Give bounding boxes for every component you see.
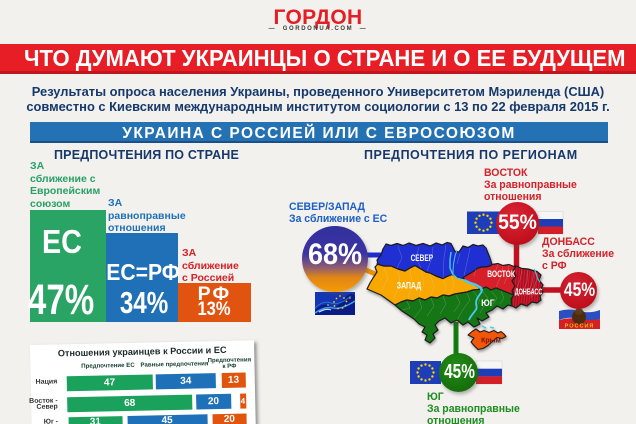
svg-text:ЗАПАД: ЗАПАД <box>397 279 421 290</box>
svg-text:ЮГ: ЮГ <box>481 298 494 308</box>
svg-text:СЕВЕР: СЕВЕР <box>411 253 434 264</box>
svg-text:ВОСТОК: ВОСТОК <box>487 269 515 279</box>
svg-text:РОССИЯ: РОССИЯ <box>565 324 595 330</box>
svg-text:Крым: Крым <box>481 335 501 344</box>
svg-text:ДОНБАСС: ДОНБАСС <box>515 287 542 296</box>
